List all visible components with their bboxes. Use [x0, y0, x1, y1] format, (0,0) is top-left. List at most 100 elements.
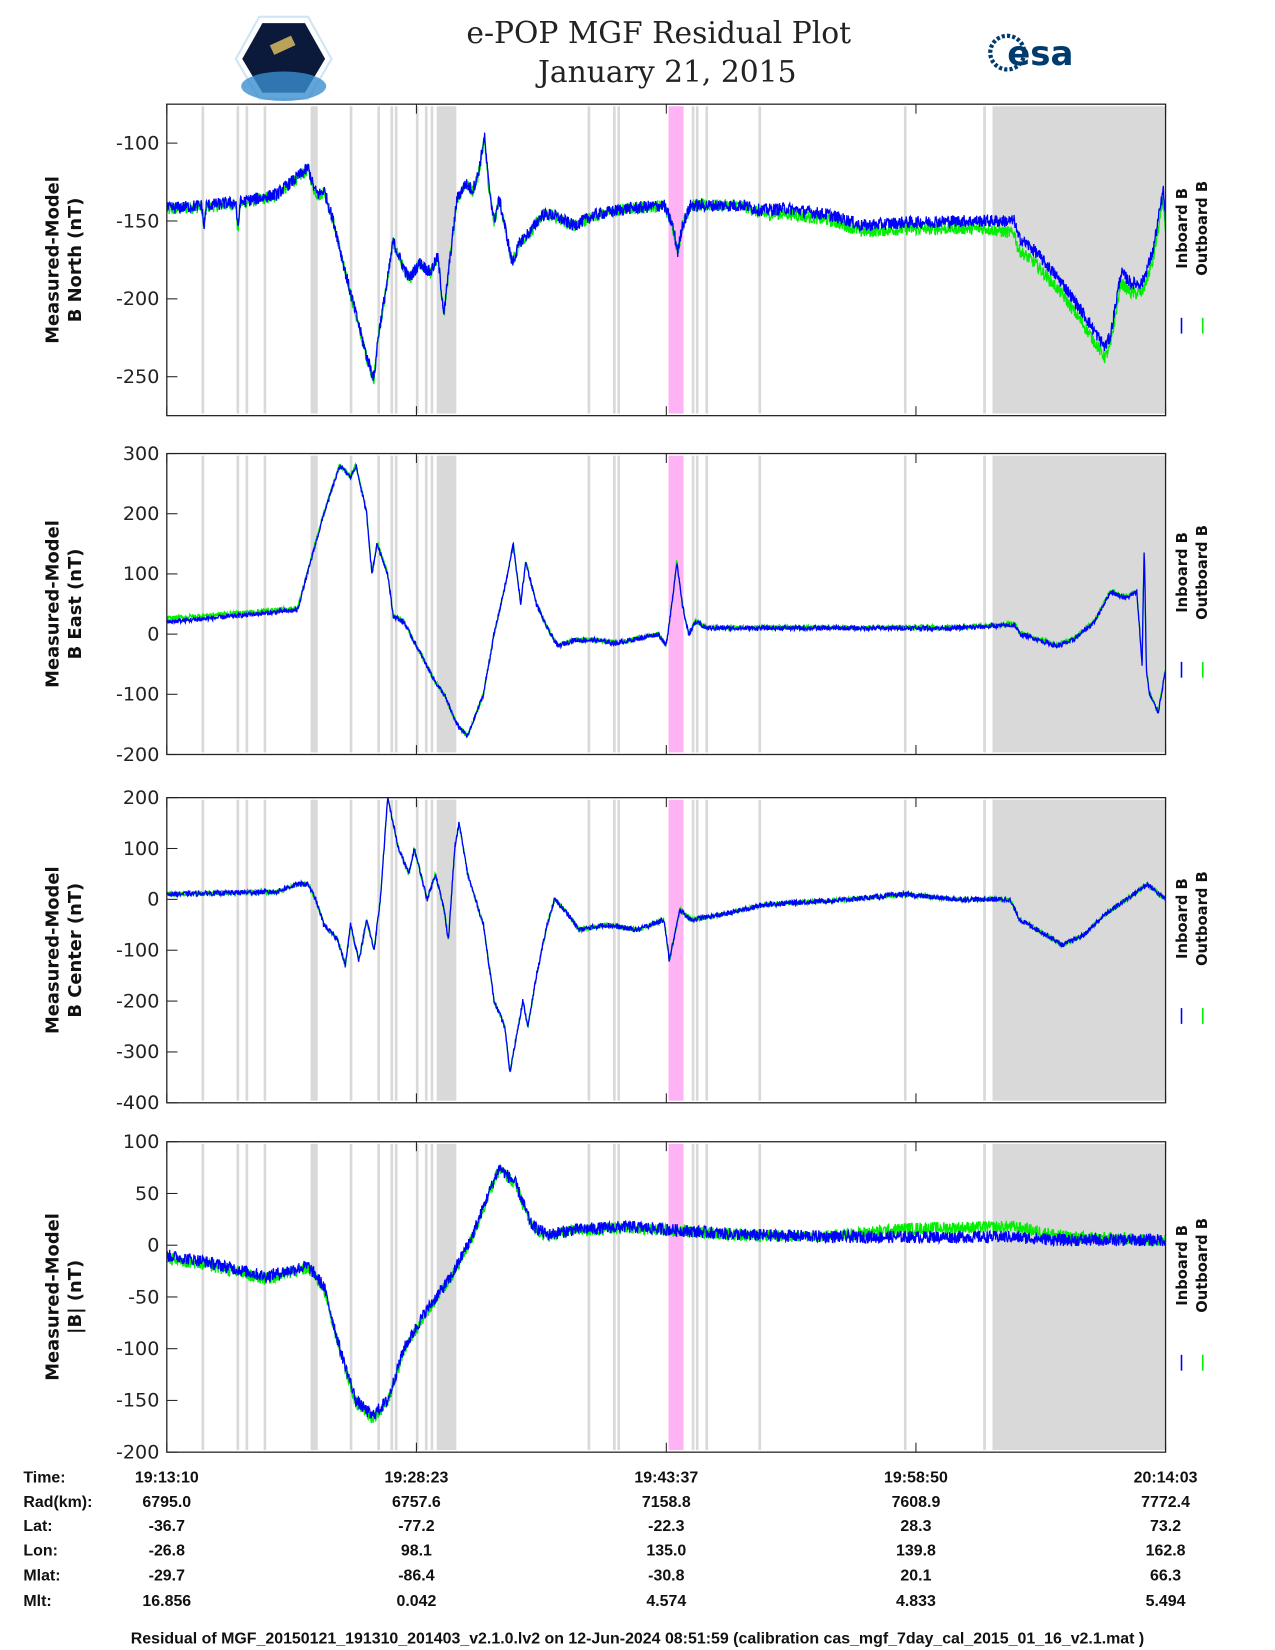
- data-gap-shade: [992, 106, 1166, 414]
- data-gap-shade: [377, 1143, 380, 1451]
- y-axis-label-line1: Measured-Model: [42, 1213, 63, 1381]
- table-cell: 66.3: [1150, 1568, 1181, 1585]
- table-cell: -29.7: [149, 1568, 186, 1585]
- table-cell: 28.3: [900, 1518, 931, 1535]
- table-cell: 19:58:50: [884, 1470, 948, 1487]
- data-gap-shade: [310, 455, 318, 753]
- table-cell: -36.7: [149, 1518, 186, 1535]
- data-gap-shade: [436, 799, 457, 1101]
- data-gap-shade: [705, 106, 709, 414]
- table-cell: -86.4: [398, 1568, 435, 1585]
- y-tick-label: -100: [116, 940, 159, 962]
- data-gap-shade: [201, 455, 205, 753]
- y-axis-label-line1: Measured-Model: [42, 866, 63, 1034]
- y-axis-label-line1: Measured-Model: [42, 176, 63, 344]
- data-gap-shade: [613, 1143, 616, 1451]
- data-gap-shade: [430, 455, 434, 753]
- data-gap-shade: [758, 106, 762, 414]
- data-gap-shade: [992, 799, 1166, 1101]
- y-axis-label-line2: |B| (nT): [65, 1260, 86, 1334]
- y-tick-label: 50: [135, 1183, 159, 1205]
- data-gap-shade: [617, 1143, 621, 1451]
- y-tick-label: -150: [116, 1390, 159, 1412]
- calibration-shade: [668, 799, 684, 1101]
- y-axis-label-line2: B North (nT): [65, 198, 86, 323]
- data-gap-shade: [705, 455, 709, 753]
- data-gap-shade: [992, 455, 1166, 753]
- table-cell: -77.2: [398, 1518, 435, 1535]
- data-gap-shade: [695, 455, 699, 753]
- footer-caption: Residual of MGF_20150121_191310_201403_v…: [131, 1631, 1144, 1648]
- inboard-b-line: [166, 464, 1166, 739]
- legend-inboard-label: Inboard B: [1174, 532, 1191, 613]
- y-tick-label: 100: [123, 838, 159, 860]
- data-gap-shade: [390, 799, 394, 1101]
- table-cell: 135.0: [646, 1542, 686, 1559]
- data-gap-shade: [377, 799, 380, 1101]
- data-gap-shade: [758, 1143, 762, 1451]
- table-row-label: Lat:: [23, 1518, 52, 1535]
- data-gap-shade: [613, 455, 616, 753]
- data-gap-shade: [983, 1143, 986, 1451]
- inboard-b-line: [166, 132, 1166, 381]
- data-gap-shade: [983, 106, 986, 414]
- table-cell: 7158.8: [642, 1494, 691, 1511]
- y-tick-label: -300: [116, 1041, 159, 1063]
- table-row-label: Lon:: [23, 1542, 58, 1559]
- data-gap-shade: [349, 455, 353, 753]
- data-gap-shade: [903, 455, 907, 753]
- data-gap-shade: [695, 1143, 699, 1451]
- data-gap-shade: [695, 106, 699, 414]
- data-gap-shade: [691, 106, 695, 414]
- data-gap-shade: [691, 799, 695, 1101]
- table-cell: 0.042: [396, 1593, 436, 1610]
- data-gap-shade: [415, 1143, 419, 1451]
- cassiope-logo: [234, 15, 333, 102]
- legend-outboard-label: Outboard B: [1194, 871, 1211, 966]
- inboard-b-line: [166, 1164, 1166, 1420]
- esa-logo: esa: [988, 33, 1073, 73]
- data-gap-shade: [236, 1143, 240, 1451]
- data-gap-shade: [983, 799, 986, 1101]
- data-gap-shade: [992, 1143, 1166, 1451]
- table-cell: 139.8: [896, 1542, 936, 1559]
- panel-b: 100 50 0 -50 -100 -150 -200 Measured-Model |B| (…: [42, 1131, 1211, 1463]
- y-tick-label: -50: [128, 1286, 159, 1308]
- table-cell: -26.8: [149, 1542, 186, 1559]
- data-gap-shade: [245, 1143, 249, 1451]
- data-gap-shade: [617, 106, 621, 414]
- data-gap-shade: [310, 106, 318, 414]
- data-gap-shade: [691, 455, 695, 753]
- panel-bcenter: 200 100 0 -100 -200 -300 -400 Measured-Model B C…: [42, 787, 1211, 1114]
- table-cell: 98.1: [401, 1542, 432, 1559]
- y-tick-label: 100: [123, 563, 159, 585]
- data-gap-shade: [390, 106, 394, 414]
- table-row-label: Rad(km):: [23, 1494, 92, 1511]
- data-gap-shade: [377, 106, 380, 414]
- data-gap-shade: [705, 799, 709, 1101]
- data-gap-shade: [983, 455, 986, 753]
- data-gap-shade: [430, 1143, 434, 1451]
- data-gap-shade: [436, 455, 457, 753]
- y-axis-label-line2: B Center (nT): [65, 883, 86, 1018]
- table-row-label: Mlat:: [23, 1568, 60, 1585]
- data-gap-shade: [349, 1143, 353, 1451]
- data-gap-shade: [394, 106, 398, 414]
- table-row-label: Time:: [23, 1470, 65, 1487]
- table-cell: 4.574: [646, 1593, 686, 1610]
- data-gap-shade: [691, 1143, 695, 1451]
- y-axis-label-line1: Measured-Model: [42, 520, 63, 688]
- data-gap-shade: [201, 1143, 205, 1451]
- data-gap-shade: [201, 106, 205, 414]
- panel-beast: 300 200 100 0 -100 -200 Measured-Model B East (…: [42, 443, 1211, 766]
- table-row-label: Mlt:: [23, 1593, 51, 1610]
- data-gap-shade: [903, 1143, 907, 1451]
- data-gap-shade: [424, 106, 428, 414]
- data-gap-shade: [424, 455, 428, 753]
- table-cell: -22.3: [648, 1518, 685, 1535]
- data-gap-shade: [695, 799, 699, 1101]
- y-tick-label: 200: [123, 787, 159, 809]
- table-cell: 7772.4: [1141, 1494, 1190, 1511]
